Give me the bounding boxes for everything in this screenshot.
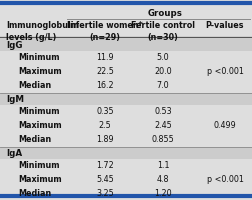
Text: Minimum: Minimum xyxy=(18,162,59,170)
Text: Median: Median xyxy=(18,190,51,198)
Bar xyxy=(0,39,252,51)
Text: IgG: IgG xyxy=(6,40,22,49)
Text: 1.20: 1.20 xyxy=(154,190,172,198)
Text: 1.89: 1.89 xyxy=(96,136,114,144)
Text: Minimum: Minimum xyxy=(18,53,59,62)
Text: Immunoglobulin
levels (g/L): Immunoglobulin levels (g/L) xyxy=(6,21,79,42)
Text: 11.9: 11.9 xyxy=(96,53,114,62)
Text: Maximum: Maximum xyxy=(18,121,62,130)
Text: 20.0: 20.0 xyxy=(154,68,172,76)
Text: Infertile women*
(n=29): Infertile women* (n=29) xyxy=(67,21,143,42)
Text: 0.855: 0.855 xyxy=(152,136,174,144)
Text: Maximum: Maximum xyxy=(18,68,62,76)
Text: 4.8: 4.8 xyxy=(157,176,169,184)
Text: 2.45: 2.45 xyxy=(154,121,172,130)
Bar xyxy=(0,147,252,159)
Text: Median: Median xyxy=(18,136,51,144)
Text: 7.0: 7.0 xyxy=(157,82,169,90)
Text: 22.5: 22.5 xyxy=(96,68,114,76)
Text: 16.2: 16.2 xyxy=(96,82,114,90)
Text: 0.499: 0.499 xyxy=(214,121,236,130)
Text: IgA: IgA xyxy=(6,148,22,158)
Text: Median: Median xyxy=(18,82,51,90)
Text: 2.5: 2.5 xyxy=(99,121,111,130)
Text: 3.25: 3.25 xyxy=(96,190,114,198)
Text: 1.72: 1.72 xyxy=(96,162,114,170)
Text: p <0.001: p <0.001 xyxy=(207,176,243,184)
Text: IgM: IgM xyxy=(6,95,24,104)
Text: 5.45: 5.45 xyxy=(96,176,114,184)
Text: 1.1: 1.1 xyxy=(157,162,169,170)
Text: P-values: P-values xyxy=(206,21,244,30)
Text: Fertile control
(n=30): Fertile control (n=30) xyxy=(131,21,195,42)
Text: 0.53: 0.53 xyxy=(154,108,172,116)
Text: 0.35: 0.35 xyxy=(96,108,114,116)
Bar xyxy=(0,93,252,105)
Text: p <0.001: p <0.001 xyxy=(207,68,243,76)
Text: Minimum: Minimum xyxy=(18,108,59,116)
Text: Maximum: Maximum xyxy=(18,176,62,184)
Text: 5.0: 5.0 xyxy=(157,53,169,62)
Text: Groups: Groups xyxy=(148,9,182,19)
